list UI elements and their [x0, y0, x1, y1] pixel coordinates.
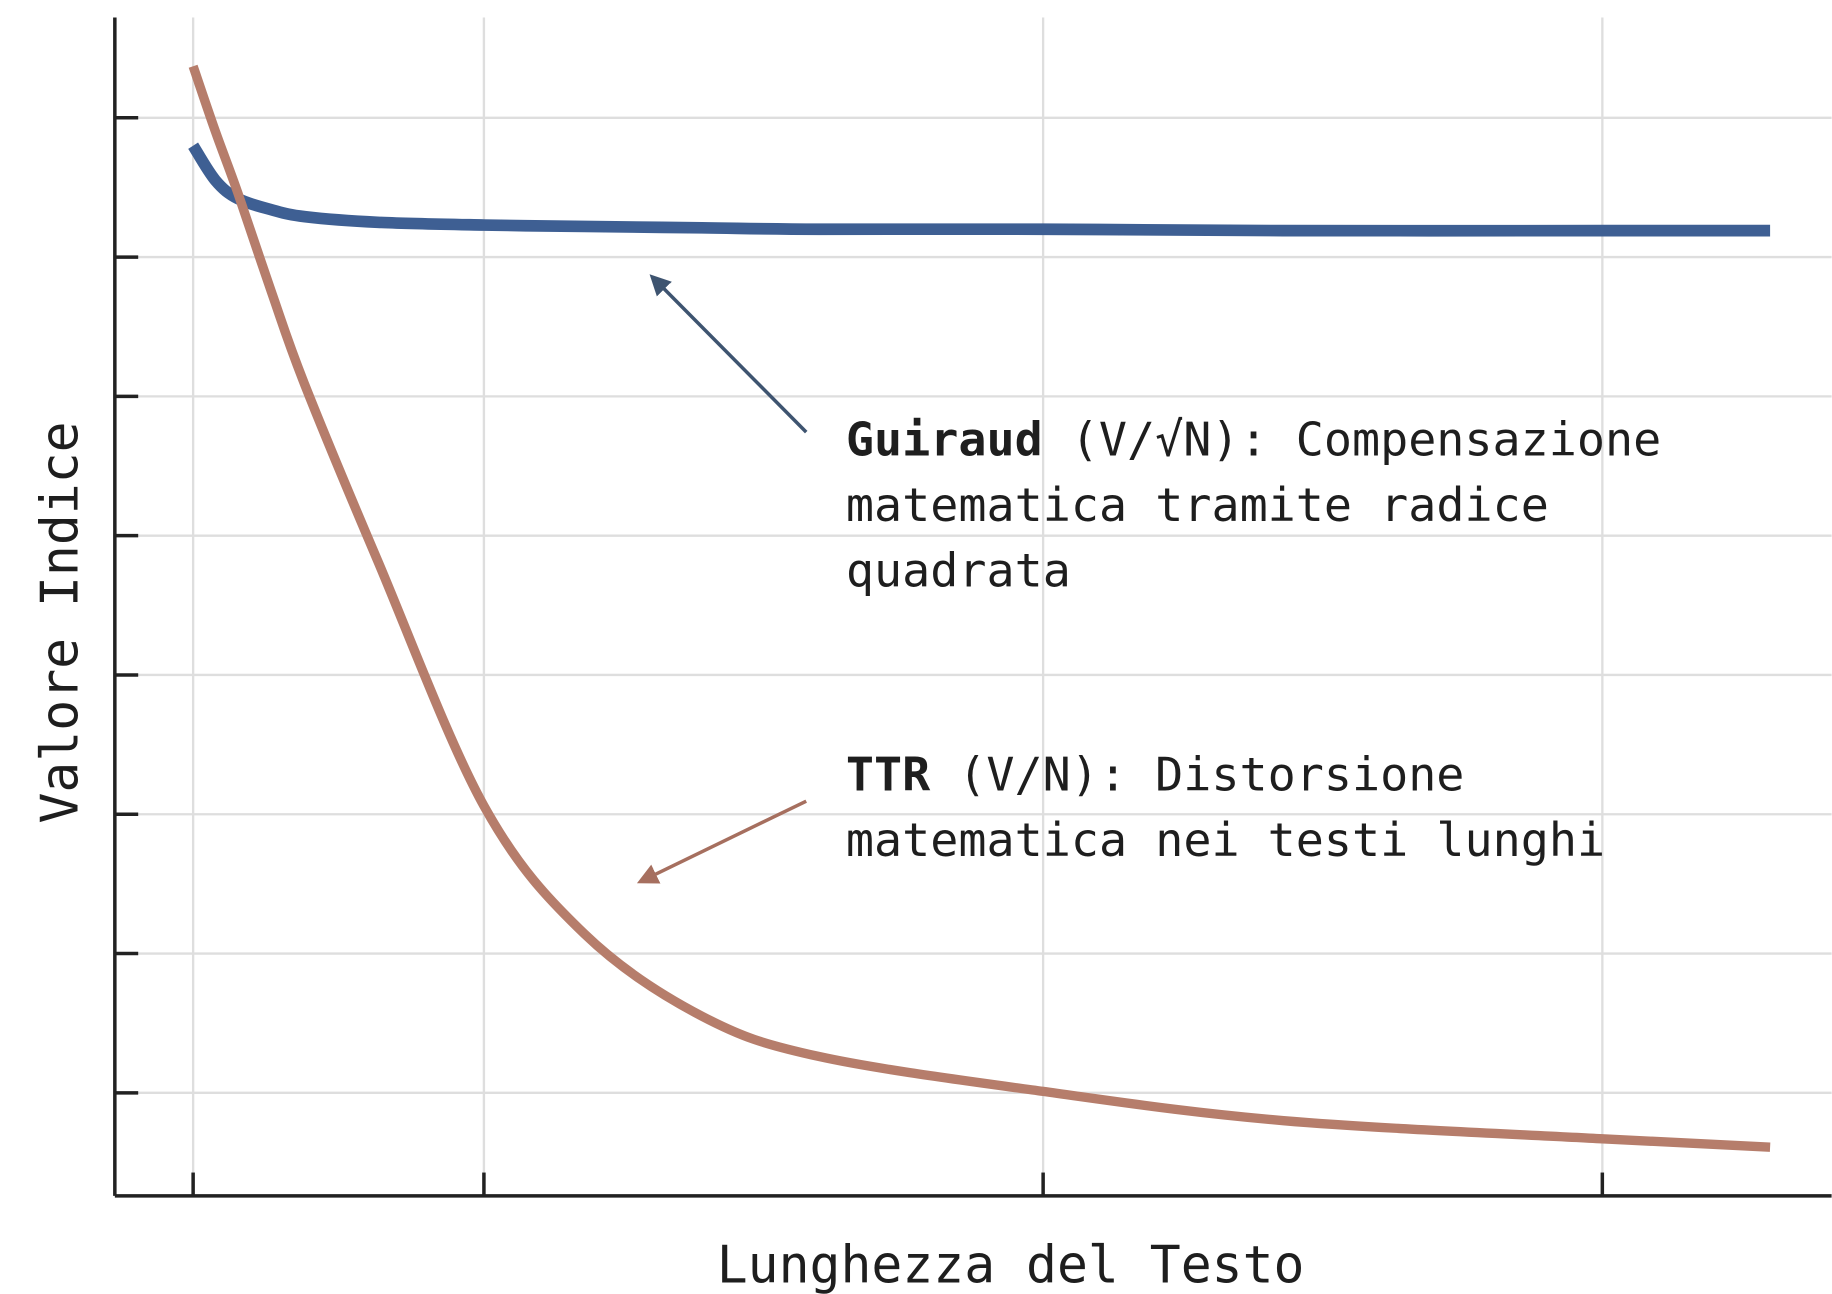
annotation-text: (V/√N): Compensazione — [1071, 413, 1661, 467]
annotation: TTR (V/N): Distorsione — [846, 749, 1465, 803]
x-axis-label: Lunghezza del Testo — [717, 1235, 1305, 1294]
series-line — [188, 64, 1771, 1152]
annotation-label: TTR — [846, 749, 931, 803]
series-line — [188, 142, 1771, 237]
annotation-text: matematica tramite radice — [846, 479, 1549, 533]
annotation: Guiraud (V/√N): Compensazione — [846, 413, 1661, 467]
y-axis-label: Valore Indice — [30, 421, 90, 823]
annotation-arrow — [649, 274, 808, 434]
annotation-text: (V/N): Distorsione — [958, 749, 1464, 803]
annotation-text: quadrata — [846, 544, 1071, 598]
annotation-text: matematica nei testi lunghi — [846, 814, 1605, 868]
annotation-label: Guiraud — [846, 413, 1043, 467]
annotation-arrow — [636, 799, 807, 884]
